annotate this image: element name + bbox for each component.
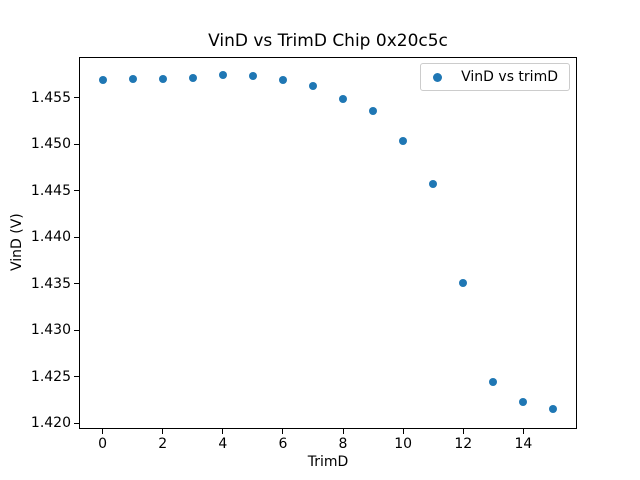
y-tick-mark: [74, 190, 79, 192]
legend-marker-icon: [433, 72, 443, 82]
x-tick-label: 8: [338, 436, 348, 452]
scatter-point: [128, 75, 137, 84]
y-tick-label: 1.430: [30, 322, 71, 339]
x-tick-mark: [162, 429, 164, 434]
y-tick-label: 1.420: [30, 415, 71, 432]
y-tick-label: 1.440: [30, 229, 71, 246]
scatter-point: [549, 405, 558, 414]
y-tick-label: 1.455: [30, 89, 71, 106]
scatter-point: [248, 71, 257, 80]
scatter-point: [489, 377, 498, 386]
plot-area: VinD vs trimD: [79, 57, 577, 429]
x-tick-mark: [222, 429, 224, 434]
y-axis-label: VinD (V): [9, 213, 25, 271]
y-tick-mark: [74, 236, 79, 238]
scatter-point: [339, 94, 348, 103]
y-tick-label: 1.425: [30, 368, 71, 385]
legend: VinD vs trimD: [420, 63, 570, 91]
scatter-point: [429, 179, 438, 188]
y-tick-mark: [74, 376, 79, 378]
x-tick-mark: [342, 429, 344, 434]
scatter-point: [369, 106, 378, 115]
scatter-point: [188, 74, 197, 83]
y-tick-mark: [74, 97, 79, 99]
x-tick-mark: [102, 429, 104, 434]
x-tick-label: 14: [514, 436, 533, 452]
y-tick-label: 1.435: [30, 275, 71, 292]
legend-label: VinD vs trimD: [461, 69, 558, 85]
scatter-point: [98, 76, 107, 85]
scatter-point: [459, 278, 468, 287]
x-tick-mark: [282, 429, 284, 434]
y-tick-mark: [74, 422, 79, 424]
x-tick-mark: [402, 429, 404, 434]
x-tick-mark: [522, 429, 524, 434]
x-axis-label: TrimD: [307, 454, 349, 470]
scatter-point: [308, 81, 317, 90]
x-tick-label: 10: [394, 436, 413, 452]
y-tick-mark: [74, 143, 79, 145]
x-tick-label: 2: [158, 436, 168, 452]
scatter-point: [278, 76, 287, 85]
x-tick-label: 12: [454, 436, 473, 452]
chart-title: VinD vs TrimD Chip 0x20c5c: [208, 31, 448, 51]
y-tick-label: 1.450: [30, 136, 71, 153]
y-tick-mark: [74, 329, 79, 331]
x-tick-label: 0: [98, 436, 107, 452]
scatter-point: [399, 136, 408, 145]
x-tick-label: 6: [278, 436, 288, 452]
scatter-point: [519, 397, 528, 406]
y-tick-label: 1.445: [30, 182, 71, 199]
scatter-point: [158, 75, 167, 84]
scatter-point: [218, 70, 227, 79]
y-tick-mark: [74, 283, 79, 285]
x-tick-mark: [462, 429, 464, 434]
x-tick-label: 4: [218, 436, 228, 452]
